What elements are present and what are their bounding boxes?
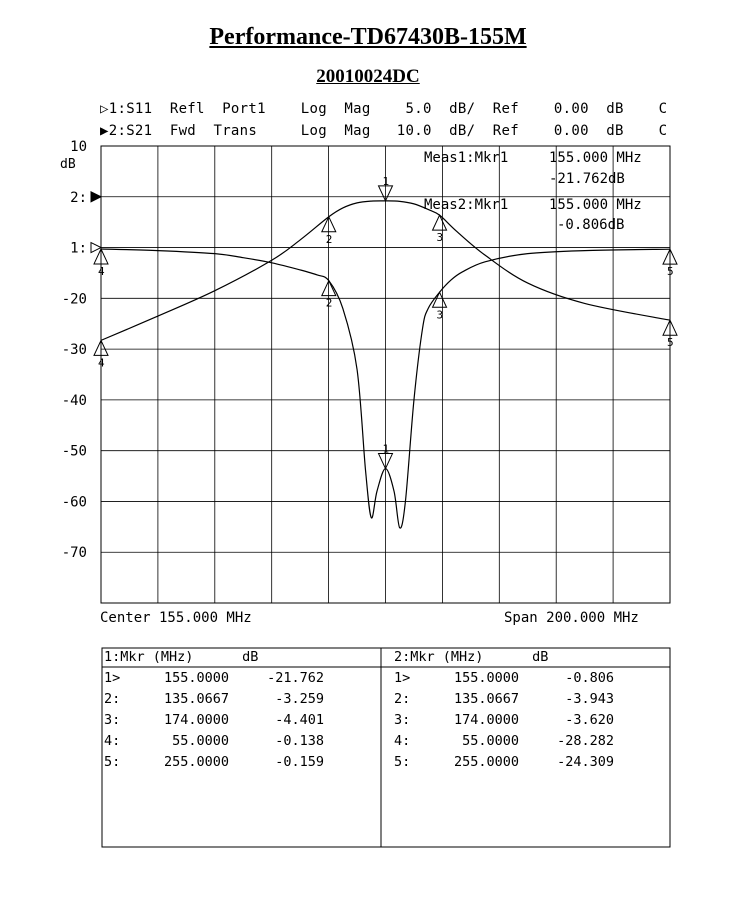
s21-marker-label: 1	[383, 175, 390, 188]
marker-index: 2:	[104, 691, 121, 707]
s11-marker-label: 5	[667, 265, 674, 278]
center-frequency: Center 155.000 MHz	[100, 610, 252, 626]
y-tick-label: 2:	[70, 190, 87, 206]
table-row: 5: 255.0000 -24.309	[394, 753, 672, 771]
y-tick-label: -30	[62, 342, 87, 358]
marker-index: 4:	[104, 733, 121, 749]
s21-marker-label: 3	[437, 231, 444, 244]
s21-marker-icon	[321, 215, 337, 233]
marker-value: -0.806	[565, 670, 614, 686]
y-tick-label: -20	[62, 291, 87, 307]
y-tick-label: 10	[70, 139, 87, 155]
table-row: 4: 55.0000 -0.138	[104, 732, 382, 750]
y-tick-label: -50	[62, 444, 87, 460]
s11-marker-icon	[321, 279, 337, 297]
page-subtitle: 20010024DC	[316, 66, 420, 87]
s11-marker-icon	[93, 247, 109, 265]
s21-marker-label: 2	[326, 233, 333, 246]
span-frequency: Span 200.000 MHz	[504, 610, 639, 626]
marker-value: -3.259	[275, 691, 324, 707]
s11-trace	[100, 248, 671, 529]
s11-marker-icon	[431, 291, 448, 308]
marker-frequency: 255.0000	[453, 754, 519, 770]
s21-marker-icon	[93, 339, 109, 356]
marker-index: 1>	[104, 670, 121, 686]
marker-frequency: 255.0000	[163, 754, 229, 770]
s21-marker-label: 5	[667, 336, 674, 349]
trace1-header: ▷1:S11 Refl Port1 Log Mag 5.0 dB/ Ref 0.…	[100, 101, 667, 117]
marker-value: -3.620	[565, 712, 614, 728]
meas2-freq: 155.000 MHz	[549, 197, 642, 213]
table-row: 3: 174.0000 -4.401	[104, 711, 382, 729]
meas2-label: Meas2:Mkr1	[424, 197, 509, 213]
trace1-marker-icon: ▷	[100, 101, 109, 117]
marker-frequency: 155.0000	[163, 670, 229, 686]
table-row: 1> 155.0000 -21.762	[104, 669, 382, 687]
meas2-value: -0.806dB	[557, 217, 625, 233]
marker-value: -24.309	[557, 754, 614, 770]
meas1-label: Meas1:Mkr1	[424, 150, 509, 166]
table-row: 3: 174.0000 -3.620	[394, 711, 672, 729]
table-header: 2:Mkr (MHz) dB	[394, 649, 549, 665]
s21-marker-label: 4	[98, 356, 105, 369]
s11-marker-icon	[377, 453, 394, 470]
marker-index: 5:	[104, 754, 121, 770]
table-row: 4: 55.0000 -28.282	[394, 732, 672, 750]
reference-marker-icon	[90, 241, 103, 254]
y-tick-label: -60	[62, 494, 87, 510]
reference-marker-icon	[90, 190, 103, 203]
marker-frequency: 155.0000	[453, 670, 519, 686]
y-tick-label: 1:	[70, 241, 87, 257]
marker-index: 3:	[394, 712, 411, 728]
marker-value: -0.159	[275, 754, 324, 770]
s11-marker-icon	[662, 247, 678, 265]
marker-frequency: 55.0000	[172, 733, 229, 749]
marker-value: -28.282	[557, 733, 614, 749]
marker-value: -3.943	[565, 691, 614, 707]
meas1-freq: 155.000 MHz	[549, 150, 642, 166]
s21-marker-icon	[662, 319, 678, 336]
s11-marker-label: 1	[383, 443, 390, 456]
trace2-marker-icon: ▶	[100, 123, 109, 139]
meas1-value: -21.762dB	[549, 171, 625, 187]
s11-marker-label: 2	[326, 297, 333, 310]
marker-frequency: 174.0000	[453, 712, 519, 728]
trace2-header-text: 2:S21 Fwd Trans Log Mag 10.0 dB/ Ref 0.0…	[108, 123, 668, 139]
marker-frequency: 135.0667	[453, 691, 519, 707]
marker-frequency: 135.0667	[163, 691, 229, 707]
y-tick-label: -40	[62, 393, 87, 409]
s11-marker-label: 3	[437, 308, 444, 321]
marker-index: 1>	[394, 670, 411, 686]
marker-frequency: 174.0000	[163, 712, 229, 728]
y-axis-label: dB	[60, 157, 76, 172]
marker-value: -4.401	[275, 712, 324, 728]
y-tick-label: -70	[62, 545, 87, 561]
table-row: 2: 135.0667 -3.943	[394, 690, 672, 708]
table-row: 5: 255.0000 -0.159	[104, 753, 382, 771]
marker-index: 5:	[394, 754, 411, 770]
marker-index: 4:	[394, 733, 411, 749]
table-row: 1> 155.0000 -0.806	[394, 669, 672, 687]
marker-index: 2:	[394, 691, 411, 707]
s11-marker-label: 4	[98, 265, 105, 278]
trace2-header: ▶2:S21 Fwd Trans Log Mag 10.0 dB/ Ref 0.…	[100, 123, 667, 139]
s21-marker-icon	[377, 185, 394, 203]
page-title: Performance-TD67430B-155M	[209, 24, 527, 50]
marker-value: -21.762	[267, 670, 324, 686]
trace1-header-text: 1:S11 Refl Port1 Log Mag 5.0 dB/ Ref 0.0…	[108, 101, 668, 117]
table-header: 1:Mkr (MHz) dB	[104, 649, 259, 665]
table-row: 2: 135.0667 -3.259	[104, 690, 382, 708]
marker-value: -0.138	[275, 733, 324, 749]
marker-frequency: 55.0000	[462, 733, 519, 749]
marker-index: 3:	[104, 712, 121, 728]
s21-marker-icon	[431, 213, 448, 231]
marker-table-frame	[101, 647, 671, 848]
